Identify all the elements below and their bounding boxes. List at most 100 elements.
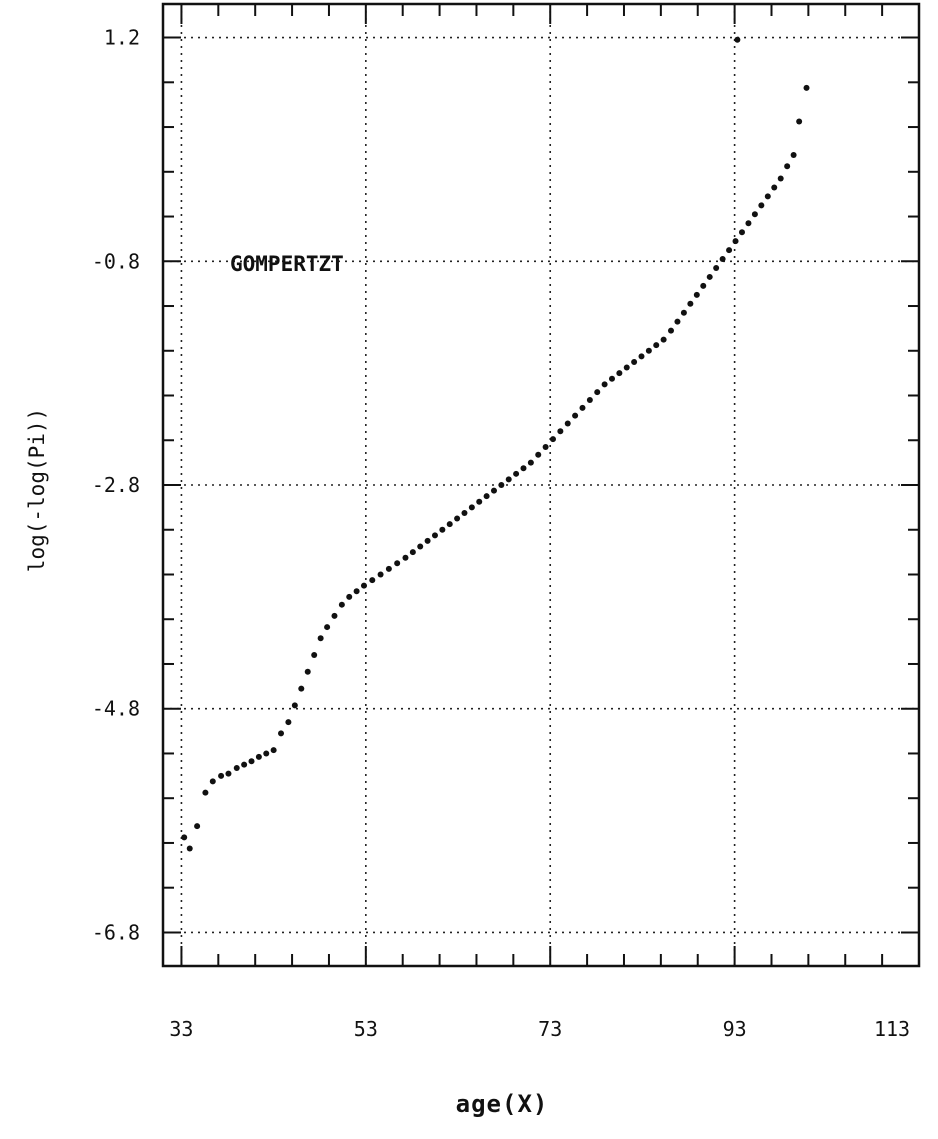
- data-points: [181, 36, 810, 852]
- data-point: [549, 436, 556, 443]
- data-point: [594, 389, 601, 396]
- x-tick-label: 33: [169, 1017, 193, 1041]
- data-point: [248, 758, 255, 765]
- x-tick-label: 73: [538, 1017, 562, 1041]
- data-point: [572, 412, 579, 419]
- data-point: [542, 443, 549, 450]
- data-point: [738, 229, 745, 236]
- data-point: [278, 730, 285, 737]
- data-point: [431, 532, 438, 539]
- data-point: [468, 504, 475, 511]
- data-point: [338, 601, 345, 608]
- data-point: [454, 515, 461, 522]
- data-point: [331, 612, 338, 619]
- data-point: [693, 291, 700, 298]
- x-tick-label: 93: [723, 1017, 747, 1041]
- axis-ticks: [163, 4, 920, 966]
- data-point: [527, 459, 534, 466]
- data-point: [377, 571, 384, 578]
- data-point: [660, 336, 667, 343]
- data-point: [667, 327, 674, 334]
- data-point: [181, 834, 188, 841]
- data-point: [417, 543, 424, 550]
- y-tick-label: -4.8: [92, 697, 140, 721]
- data-point: [346, 593, 353, 600]
- data-point: [751, 211, 758, 218]
- tick-labels: 33 53 73 93 113 1.2 -0.8 -2.8 -4.8 -6.8: [92, 26, 910, 1041]
- data-point: [719, 256, 726, 263]
- data-point: [601, 381, 608, 388]
- data-point: [535, 451, 542, 458]
- y-tick-label: -0.8: [92, 249, 140, 273]
- data-point: [700, 282, 707, 289]
- data-point: [623, 364, 630, 371]
- data-point: [285, 719, 292, 726]
- data-point: [771, 184, 778, 191]
- x-tick-label: 113: [874, 1017, 910, 1041]
- data-point: [790, 152, 797, 159]
- data-point: [732, 238, 739, 245]
- data-point: [298, 685, 305, 692]
- data-point: [645, 347, 652, 354]
- data-point: [446, 521, 453, 528]
- data-point: [353, 588, 360, 595]
- data-point: [304, 668, 311, 675]
- y-axis-title: log(-log(Pi)): [25, 408, 49, 572]
- data-point: [225, 770, 232, 777]
- data-point: [674, 318, 681, 325]
- y-tick-label: -6.8: [92, 920, 140, 944]
- data-point: [796, 118, 803, 125]
- data-point: [505, 476, 512, 483]
- data-point: [291, 702, 298, 709]
- data-point: [784, 163, 791, 170]
- data-point: [233, 765, 240, 772]
- data-point: [513, 470, 520, 477]
- data-point: [745, 220, 752, 227]
- data-point: [687, 300, 694, 307]
- data-point: [324, 624, 331, 631]
- data-point: [424, 537, 431, 544]
- data-point: [498, 482, 505, 488]
- data-point: [385, 565, 392, 572]
- data-point: [241, 761, 248, 768]
- data-point: [706, 273, 713, 280]
- y-tick-label: 1.2: [104, 26, 140, 50]
- x-tick-label: 53: [354, 1017, 378, 1041]
- data-point: [263, 750, 270, 757]
- data-point: [369, 577, 376, 584]
- data-point: [194, 823, 201, 830]
- data-point: [218, 772, 225, 779]
- data-point: [311, 652, 318, 659]
- data-point: [483, 493, 490, 500]
- data-point: [186, 845, 193, 852]
- y-tick-label: -2.8: [92, 473, 140, 497]
- data-point: [680, 309, 687, 316]
- data-point: [803, 84, 810, 91]
- data-point: [394, 560, 401, 567]
- data-point: [638, 353, 645, 360]
- data-point: [402, 554, 409, 561]
- data-point: [758, 202, 765, 209]
- data-point: [255, 753, 262, 760]
- data-point: [653, 342, 660, 349]
- data-point: [360, 582, 367, 589]
- data-point: [564, 420, 571, 427]
- data-point: [764, 193, 771, 200]
- data-point: [202, 789, 209, 796]
- data-point: [270, 747, 277, 754]
- chart-annotation: GOMPERTZT: [230, 252, 344, 276]
- data-point: [713, 264, 720, 271]
- data-point: [579, 404, 586, 411]
- data-point: [557, 428, 564, 435]
- data-point: [520, 465, 527, 472]
- data-point: [608, 375, 615, 382]
- data-point: [476, 498, 483, 505]
- data-point: [317, 635, 324, 642]
- data-point: [586, 396, 593, 403]
- data-point: [777, 175, 784, 182]
- data-point: [439, 526, 446, 533]
- data-point: [209, 778, 216, 785]
- x-axis-title: age(X): [456, 1090, 549, 1118]
